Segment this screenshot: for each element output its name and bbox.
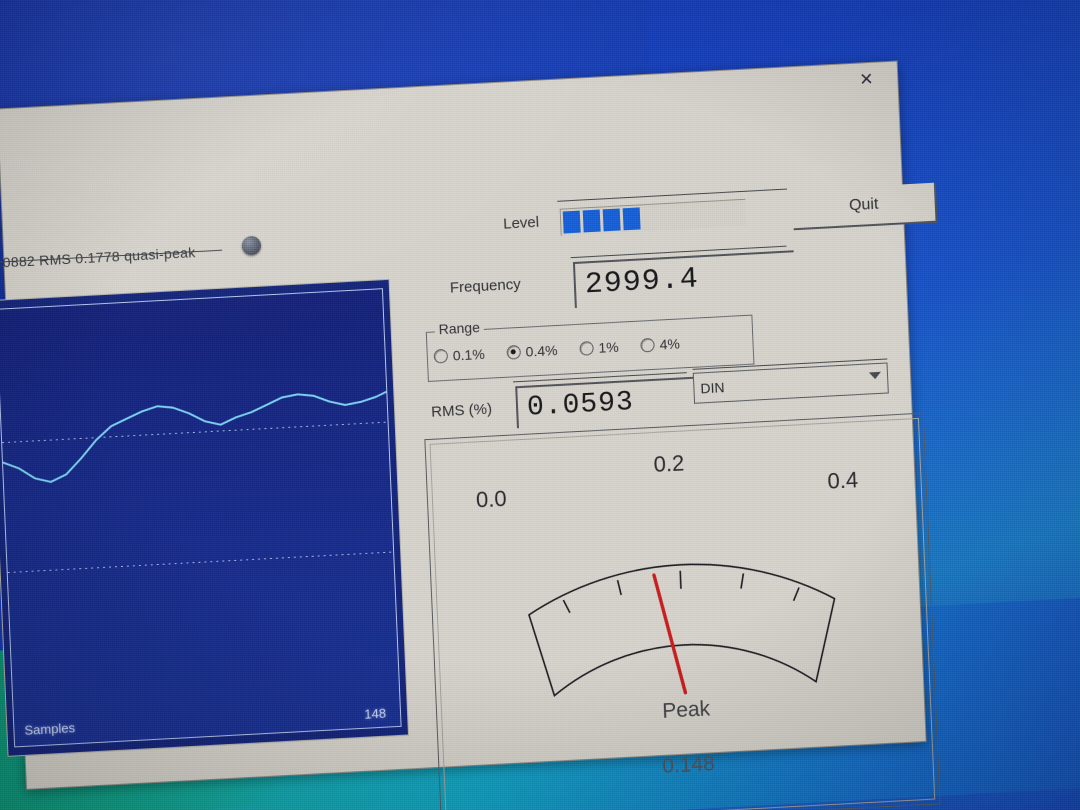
waveform-window: Samples 148	[0, 278, 410, 757]
radio-button-icon[interactable]	[640, 337, 655, 353]
gridline-upper	[2, 421, 388, 444]
waveform-plot-area: Samples 148	[0, 288, 402, 748]
quit-button[interactable]: Quit	[792, 182, 938, 231]
level-meter-segment	[602, 208, 621, 232]
radio-button-icon[interactable]	[433, 348, 449, 364]
range-radio-label: 1%	[598, 338, 619, 356]
gauge-sector-outline	[528, 563, 836, 698]
weighting-filter-dropdown[interactable]: DIN	[692, 362, 889, 404]
range-radio-label: 0.1%	[452, 345, 486, 364]
radio-button-icon[interactable]	[579, 341, 594, 356]
level-meter-segment	[622, 207, 641, 231]
frequency-value-field[interactable]: 2999.4	[572, 250, 796, 309]
range-radio-0.4[interactable]: 0.4%	[506, 342, 558, 361]
weighting-filter-value: DIN	[700, 378, 725, 396]
rms-value-field[interactable]: 0.0593	[515, 376, 696, 429]
gridline-lower	[7, 551, 394, 574]
range-group-legend: Range	[434, 318, 485, 338]
level-meter-segments	[562, 207, 641, 234]
waveform-svg	[2, 390, 394, 574]
analyzer-window: × 0.0882 RMS 0.1778 quasi-peak	[0, 60, 941, 810]
gauge-ticks	[562, 570, 800, 614]
level-meter-segment	[562, 210, 581, 234]
range-radio-4[interactable]: 4%	[640, 335, 680, 353]
measurement-status-text: 0.0882 RMS 0.1778 quasi-peak	[0, 244, 196, 272]
waveform-sample-count: 148	[364, 705, 387, 722]
range-radio-label: 0.4%	[525, 341, 558, 360]
level-meter-segment	[582, 209, 601, 233]
gauge-scale-mid-label: 0.2	[653, 450, 685, 478]
peak-gauge-panel: 0.0 0.2 0.4 Pe	[424, 412, 941, 810]
gauge-needle	[652, 573, 688, 695]
waveform-x-axis-label: Samples	[24, 720, 76, 738]
window-titlebar: ×	[0, 62, 898, 150]
chevron-down-icon[interactable]	[868, 371, 882, 380]
divider-level	[557, 188, 788, 202]
gauge-svg	[528, 563, 836, 698]
close-icon[interactable]: ×	[859, 65, 874, 92]
range-radio-label: 4%	[659, 335, 681, 353]
range-radio-1[interactable]: 1%	[579, 339, 619, 357]
level-label: Level	[502, 213, 540, 233]
level-meter	[559, 198, 747, 236]
radio-button-icon[interactable]	[506, 344, 521, 360]
waveform-trace	[2, 390, 388, 483]
range-radio-0.1[interactable]: 0.1%	[433, 346, 485, 365]
range-radio-row: 0.1% 0.4% 1% 4%	[433, 334, 702, 364]
rms-label: RMS (%)	[430, 400, 493, 421]
frequency-label: Frequency	[449, 275, 522, 297]
